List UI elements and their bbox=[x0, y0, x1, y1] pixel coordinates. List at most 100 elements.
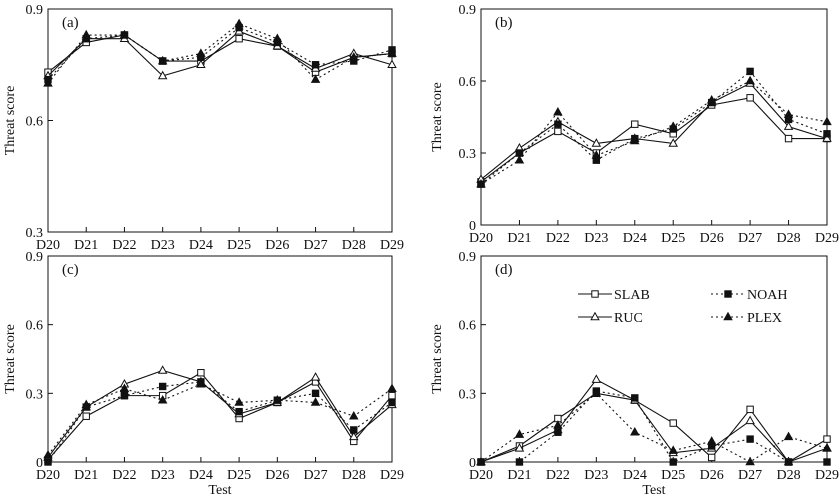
panel-d-ruc-point-7 bbox=[745, 415, 755, 425]
panel-b-xtick-label: D24 bbox=[623, 231, 647, 246]
panel-c-plex-point-5 bbox=[234, 397, 244, 406]
panel-a-ytick-label: 0.6 bbox=[26, 115, 44, 130]
panel-d-plex-point-1 bbox=[514, 429, 525, 438]
panel-a-series-ruc-line bbox=[47, 30, 393, 77]
panel-a-noah-point-7 bbox=[311, 61, 320, 69]
panel-c-series-ruc-line bbox=[47, 369, 393, 458]
panel-d-y-axis-label: Threat score bbox=[430, 324, 445, 394]
panel-b-xtick-label: D28 bbox=[776, 231, 800, 246]
panel-c-plex-point-4 bbox=[196, 378, 206, 388]
panel-d-slab-point-9 bbox=[823, 435, 831, 443]
panel-a-xtick-label: D27 bbox=[303, 238, 327, 253]
panel-b-ruc-point-8 bbox=[783, 121, 794, 130]
panel-a-xtick-label: D21 bbox=[74, 238, 98, 253]
panel-a-series-plex-line bbox=[47, 23, 393, 84]
panel-a-xtick-label: D23 bbox=[151, 238, 175, 253]
panel-c-plex-point-6 bbox=[272, 394, 283, 404]
panel-d-xtick-label: D27 bbox=[738, 468, 762, 483]
panel-a-ytick-label: 0.9 bbox=[26, 3, 44, 18]
panel-c-ytick-label: 0.9 bbox=[26, 250, 44, 265]
panel-a-xtick-label: D20 bbox=[36, 238, 60, 253]
panel-c-noah-point-0 bbox=[44, 458, 52, 466]
panel-a-plex-point-5 bbox=[234, 18, 244, 28]
panel-c-noah-point-7 bbox=[311, 389, 320, 398]
panel-c-label: (c) bbox=[62, 262, 79, 278]
panel-b-xtick-label: D22 bbox=[546, 231, 570, 246]
panel-b-slab-point-8 bbox=[784, 134, 793, 143]
panel-b-xtick-label: D23 bbox=[584, 231, 608, 246]
panel-c-noah-point-3 bbox=[158, 382, 167, 391]
panel-d-label: (d) bbox=[495, 262, 513, 278]
panel-b-ytick-label: 0 bbox=[469, 219, 476, 234]
panel-c-series-slab-line bbox=[47, 372, 393, 461]
panel-a-plex-point-4 bbox=[196, 48, 206, 57]
panel-c-plex-point-8 bbox=[349, 410, 359, 420]
panel-a-y-axis-label: Threat score bbox=[3, 86, 18, 156]
panel-c-series-noah-line bbox=[47, 381, 393, 463]
panel-a-xtick-label: D22 bbox=[112, 238, 136, 253]
panel-c-slab-point-9 bbox=[388, 391, 396, 400]
panel-d-slab-point-legend bbox=[591, 290, 599, 298]
panel-d: D20 D21 D22 D23 D24 D25 D26 D27 D28 D29 0 0.3 0.6 0.9… bbox=[430, 250, 839, 498]
panel-b-plex-point-2 bbox=[553, 106, 563, 116]
panel-b-plex-point-6 bbox=[706, 94, 717, 104]
panel-d-plex-point-5 bbox=[668, 445, 678, 454]
panel-a-xtick-label: D28 bbox=[342, 238, 366, 253]
panel-a-plex-point-8 bbox=[349, 52, 359, 61]
panel-d-plex-point-legend bbox=[723, 311, 733, 321]
panel-d-xtick-label: D20 bbox=[469, 468, 493, 483]
panel-d-ruc-point-1 bbox=[514, 443, 525, 452]
panel-d-xtick-label: D22 bbox=[546, 468, 570, 483]
panel-c-xtick-label: D22 bbox=[112, 468, 136, 483]
panel-b-ruc-point-5 bbox=[668, 138, 678, 147]
panel-d-series-ruc-line bbox=[480, 378, 828, 463]
panel-b-xtick-label: D25 bbox=[661, 231, 685, 246]
panel-c-noah-point-5 bbox=[235, 407, 243, 416]
panel-c-plex-point-2 bbox=[119, 383, 130, 393]
panel-a-slab-point-5 bbox=[235, 35, 243, 43]
panel-d-xtick-label: D23 bbox=[584, 468, 608, 483]
panel-a-ruc-point-9 bbox=[387, 59, 397, 69]
panel-b-series-noah-line bbox=[480, 70, 828, 185]
panel-d-ruc-point-legend bbox=[590, 311, 600, 321]
panel-c-ruc-point-8 bbox=[349, 431, 359, 441]
panel-b-ytick-label: 0.3 bbox=[459, 147, 477, 162]
panel-b-xtick-label: D26 bbox=[700, 231, 724, 246]
panel-b-xtick-label: D29 bbox=[815, 231, 839, 246]
panel-d-plex-point-7 bbox=[745, 456, 755, 466]
panel-b-y-axis-label: Threat score bbox=[430, 82, 445, 152]
panel-d-xtick-label: D26 bbox=[700, 468, 724, 483]
panel-b: D20 D21 D22 D23 D24 D25 D26 D27 D28 D29 0 0.3 0.6 0.9… bbox=[430, 3, 839, 246]
panel-d-plex-point-3 bbox=[591, 388, 602, 397]
panel-a-plex-point-1 bbox=[81, 29, 91, 39]
panel-c-xtick-label: D20 bbox=[36, 468, 60, 483]
panel-d-x-axis-label: Test bbox=[642, 483, 665, 498]
panel-b-slab-point-7 bbox=[746, 94, 754, 102]
panel-c-plex-point-9 bbox=[387, 383, 397, 393]
panel-c-y-axis-label: Threat score bbox=[3, 324, 18, 394]
panel-d-xtick-label: D25 bbox=[661, 468, 685, 483]
panel-a-ruc-point-4 bbox=[196, 59, 206, 69]
panel-c-xtick-label: D29 bbox=[380, 468, 404, 483]
panel-d-frame bbox=[480, 255, 828, 463]
panel-d-xtick-label: D29 bbox=[815, 468, 839, 483]
panel-a-series-slab-line bbox=[47, 34, 393, 73]
panel-b-series-slab-line bbox=[480, 97, 827, 183]
panel-d-noah-point-8 bbox=[784, 458, 793, 466]
panel-d-legend-ruc-label: RUC bbox=[614, 311, 643, 326]
panel-d-noah-point-2 bbox=[554, 428, 562, 436]
panel-c-ytick-label: 0 bbox=[36, 456, 43, 471]
panel-c-xtick-label: D26 bbox=[265, 468, 289, 483]
panel-b-ruc-point-3 bbox=[591, 138, 602, 147]
panel-b-noah-point-7 bbox=[746, 67, 754, 76]
panel-d-legend: SLAB RUC NOAH PLEX bbox=[578, 288, 787, 326]
panel-c-frame bbox=[47, 255, 393, 463]
panel-d-noah-point-9 bbox=[823, 458, 831, 466]
panel-d-legend-plex-label: PLEX bbox=[747, 311, 782, 326]
panel-b-ytick-label: 0.6 bbox=[459, 75, 477, 90]
panel-b-label: (b) bbox=[495, 15, 513, 31]
panel-d-plex-point-2 bbox=[553, 420, 563, 429]
panel-d-xtick-label: D24 bbox=[623, 468, 647, 483]
panel-a-xtick-label: D29 bbox=[380, 238, 404, 253]
